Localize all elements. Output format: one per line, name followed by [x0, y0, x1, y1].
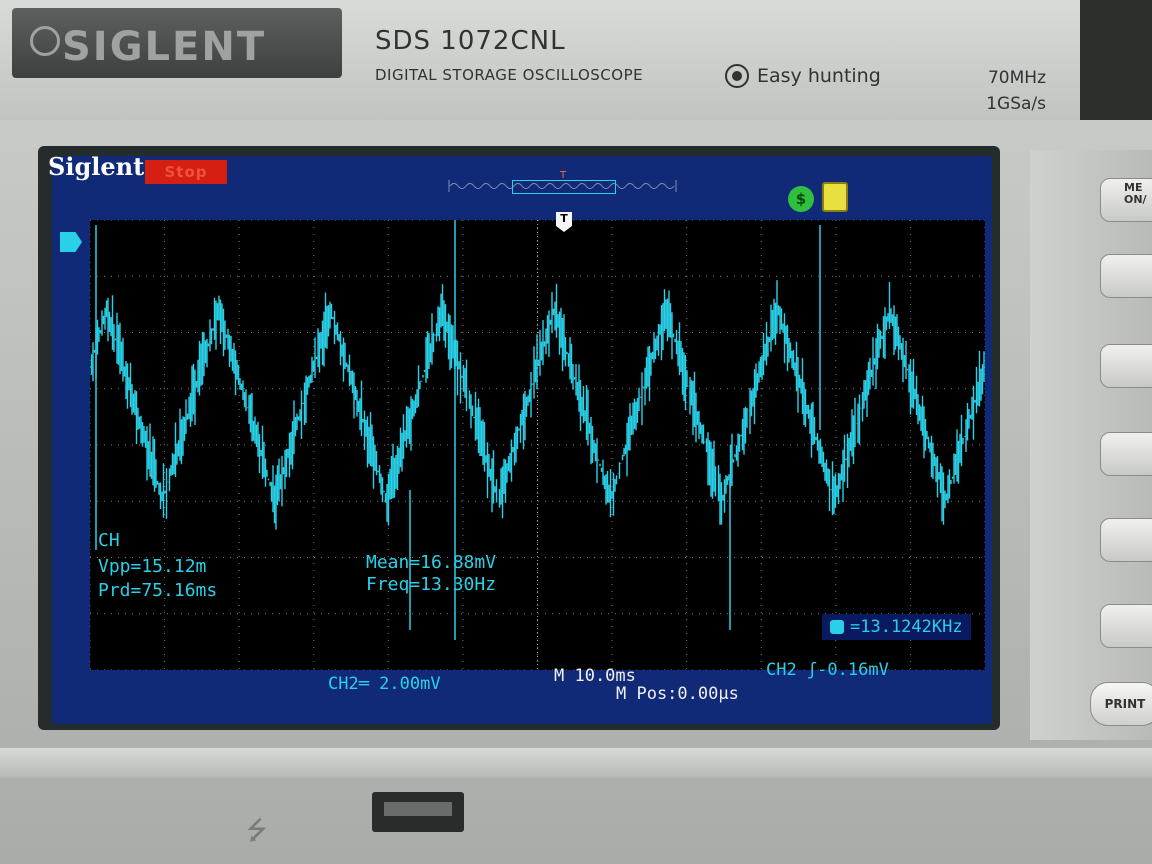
bandwidth-spec: 70MHz [988, 68, 1046, 88]
menu-on-off-label: ME ON/ [1124, 182, 1152, 206]
memory-position: M Pos:0.00μs [616, 684, 739, 704]
dollar-icon: $ [788, 186, 814, 212]
easy-hunting-label: Easy hunting [757, 65, 881, 87]
brand-logo: SIGLENT [62, 24, 266, 70]
waveform-trace [90, 220, 985, 670]
trigger-frequency-counter: =13.1242KHz [822, 614, 971, 640]
usb-port[interactable] [372, 792, 464, 832]
measurement-channel: CH [98, 530, 120, 551]
measurement-vpp: Vpp=15.12m [98, 556, 206, 577]
memory-window [512, 180, 616, 194]
trigger-frequency-value: =13.1242KHz [850, 617, 963, 637]
model-name: SDS 1072CNL [375, 26, 566, 56]
run-status-badge: Stop [145, 160, 227, 184]
measurement-mean: Mean=16.88mV [366, 552, 496, 573]
softkey-3-button[interactable] [1100, 432, 1152, 476]
usb-device-icon [822, 182, 848, 212]
ch2-scale: CH2═ 2.00mV [328, 674, 441, 694]
measurement-frequency: Freq=13.30Hz [366, 574, 496, 595]
model-subtitle: DIGITAL STORAGE OSCILLOSCOPE [375, 66, 643, 84]
siglent-logo-icon [30, 26, 60, 56]
waveform-path [90, 280, 984, 529]
timebase: M 10.0ms [554, 666, 636, 686]
counter-icon [830, 620, 844, 634]
sample-rate-spec: 1GSa/s [986, 94, 1046, 114]
easy-hunting: Easy hunting [725, 64, 881, 88]
measurement-period: Prd=75.16ms [98, 580, 217, 601]
softkey-2-button[interactable] [1100, 344, 1152, 388]
brand-logo-panel: SIGLENT [12, 8, 342, 78]
print-button[interactable]: PRINT [1090, 682, 1152, 726]
softkey-1-button[interactable] [1100, 254, 1152, 298]
softkey-5-button[interactable] [1100, 604, 1152, 648]
screen-brand: Siglent [48, 152, 144, 181]
usb-icon: ⭍ [246, 812, 268, 856]
target-icon [725, 64, 749, 88]
softkey-4-button[interactable] [1100, 518, 1152, 562]
waveform-grid [90, 220, 985, 670]
front-ledge [0, 748, 1152, 778]
trigger-level: CH2 ʃ-0.16mV [766, 660, 889, 680]
memory-position-marker: T [560, 170, 566, 181]
